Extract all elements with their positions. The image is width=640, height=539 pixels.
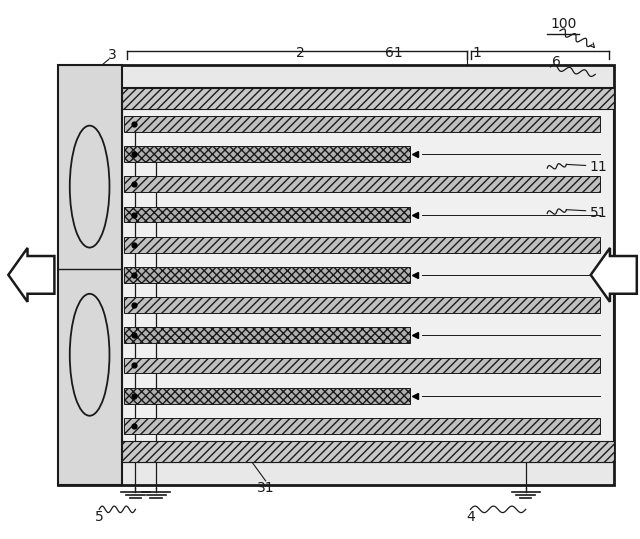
Text: 31: 31	[257, 481, 275, 495]
Bar	[124, 357, 600, 374]
Bar	[124, 146, 410, 162]
Bar	[124, 418, 600, 434]
FancyArrow shape	[591, 248, 637, 302]
Bar	[124, 388, 410, 404]
Text: 11: 11	[589, 160, 607, 174]
Bar	[122, 88, 614, 462]
Bar	[122, 441, 614, 462]
Text: 4: 4	[466, 510, 475, 524]
Bar	[124, 327, 410, 343]
Bar	[124, 116, 600, 132]
Bar	[124, 206, 410, 223]
Bar	[58, 65, 614, 485]
Text: 61: 61	[385, 46, 403, 60]
Bar	[124, 237, 600, 253]
Bar	[122, 88, 614, 109]
Bar	[58, 65, 122, 485]
Text: 5: 5	[95, 510, 104, 524]
Bar	[124, 267, 410, 283]
Text: 2: 2	[296, 46, 305, 60]
Text: 1: 1	[472, 46, 481, 60]
Text: 100: 100	[550, 17, 577, 31]
Bar	[124, 297, 600, 313]
Text: 51: 51	[589, 206, 607, 220]
Text: 3: 3	[108, 48, 116, 62]
FancyArrow shape	[8, 248, 54, 302]
Bar	[124, 176, 600, 192]
Text: 6: 6	[552, 55, 561, 69]
